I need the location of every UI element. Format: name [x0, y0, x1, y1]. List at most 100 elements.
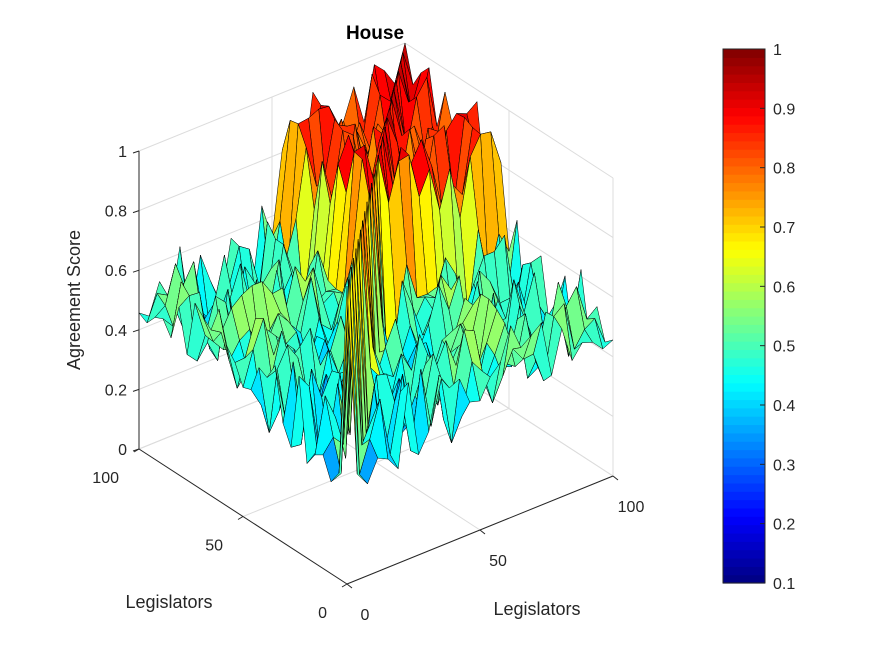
colorbar-step [723, 290, 765, 300]
colorbar-step [723, 182, 765, 192]
colorbar-tick-label: 1 [773, 42, 782, 59]
y-axis-label: Legislators [125, 592, 212, 612]
x-tick-mark [479, 529, 486, 535]
colorbar-step [723, 124, 765, 134]
colorbar-step [723, 424, 765, 434]
x-tick-label: 100 [618, 499, 645, 516]
plot-area: 0 0.2 0.4 0.6 0.8 1 0 50 100 0 50 100 [92, 42, 645, 624]
colorbar-gradient [723, 49, 765, 584]
colorbar-step [723, 190, 765, 200]
colorbar-step [723, 49, 765, 58]
colorbar-step [723, 140, 765, 150]
colorbar-step [723, 391, 765, 401]
colorbar-step [723, 316, 765, 325]
colorbar: 0.1 0.2 0.3 0.4 0.5 0.6 0.7 0.8 0.9 1 [722, 42, 795, 593]
colorbar-step [723, 507, 765, 517]
colorbar-step [723, 549, 765, 559]
colorbar-step [723, 341, 765, 350]
colorbar-step [723, 57, 765, 67]
z-tick-label: 1 [118, 144, 127, 161]
colorbar-tick-label: 0.7 [773, 220, 795, 237]
x-tick-mark [346, 583, 353, 589]
colorbar-step [723, 374, 765, 384]
colorbar-step [723, 132, 765, 142]
colorbar-step [723, 466, 765, 476]
colorbar-step [723, 516, 765, 526]
colorbar-tick-label: 0.8 [773, 161, 795, 178]
colorbar-frame [722, 48, 766, 584]
colorbar-step [723, 207, 765, 217]
z-axis-label: Agreement Score [64, 230, 84, 370]
chart-title: House [346, 23, 404, 44]
z-axis-ticks: 0 0.2 0.4 0.6 0.8 1 [105, 144, 140, 459]
colorbar-step [723, 115, 765, 125]
z-tick-label: 0.4 [105, 323, 127, 340]
colorbar-tick-label: 0.9 [773, 101, 795, 118]
colorbar-step [723, 199, 765, 209]
colorbar-tick-label: 0.3 [773, 457, 795, 474]
colorbar-step [723, 107, 765, 117]
x-axis-ticks: 0 50 100 [346, 475, 645, 624]
z-tick-mark [132, 210, 140, 214]
z-tick-label: 0 [118, 442, 127, 459]
y-tick-label: 100 [92, 470, 119, 487]
colorbar-step [723, 541, 765, 551]
colorbar-step [723, 574, 765, 584]
colorbar-step [723, 474, 765, 484]
colorbar-step [723, 349, 765, 359]
colorbar-tick-label: 0.4 [773, 398, 795, 415]
y-tick-mark [133, 448, 140, 453]
colorbar-step [723, 332, 765, 342]
colorbar-step [723, 240, 765, 250]
colorbar-step [723, 441, 765, 451]
colorbar-tick-label: 0.5 [773, 339, 795, 356]
colorbar-step [723, 274, 765, 284]
colorbar-ticks: 0.1 0.2 0.3 0.4 0.5 0.6 0.7 0.8 0.9 1 [760, 42, 795, 593]
colorbar-step [723, 249, 765, 259]
z-tick-mark [132, 150, 140, 154]
colorbar-step [723, 532, 765, 542]
colorbar-step [723, 357, 765, 367]
colorbar-tick-label: 0.1 [773, 576, 795, 593]
y-tick-label: 50 [205, 538, 223, 555]
colorbar-step [723, 416, 765, 426]
colorbar-step [723, 432, 765, 442]
colorbar-step [723, 491, 765, 501]
x-tick-label: 0 [361, 607, 370, 624]
colorbar-step [723, 449, 765, 459]
x-tick-mark [612, 475, 619, 481]
z-tick-label: 0.8 [105, 204, 127, 221]
surface-mesh [138, 42, 614, 485]
colorbar-step [723, 157, 765, 167]
colorbar-step [723, 149, 765, 159]
colorbar-step [723, 265, 765, 275]
surface-cell [338, 276, 358, 475]
colorbar-step [723, 99, 765, 108]
colorbar-step [723, 165, 765, 175]
colorbar-step [723, 524, 765, 534]
colorbar-step [723, 407, 765, 417]
colorbar-step [723, 232, 765, 242]
colorbar-step [723, 224, 765, 234]
colorbar-step [723, 74, 765, 83]
colorbar-step [723, 299, 765, 309]
colorbar-tick-label: 0.2 [773, 517, 795, 534]
colorbar-step [723, 82, 765, 92]
x-axis-label: Legislators [493, 599, 580, 619]
colorbar-step [723, 557, 765, 567]
z-tick-mark [132, 329, 140, 333]
colorbar-step [723, 90, 765, 100]
colorbar-step [723, 566, 765, 576]
colorbar-step [723, 482, 765, 492]
y-tick-mark [341, 583, 348, 588]
colorbar-step [723, 65, 765, 75]
z-tick-label: 0.2 [105, 382, 127, 399]
colorbar-step [723, 324, 765, 334]
colorbar-tick-label: 0.6 [773, 279, 795, 296]
x-tick-label: 50 [489, 553, 507, 570]
colorbar-step [723, 382, 765, 392]
z-tick-label: 0.6 [105, 263, 127, 280]
z-tick-mark [132, 269, 140, 273]
colorbar-step [723, 499, 765, 509]
